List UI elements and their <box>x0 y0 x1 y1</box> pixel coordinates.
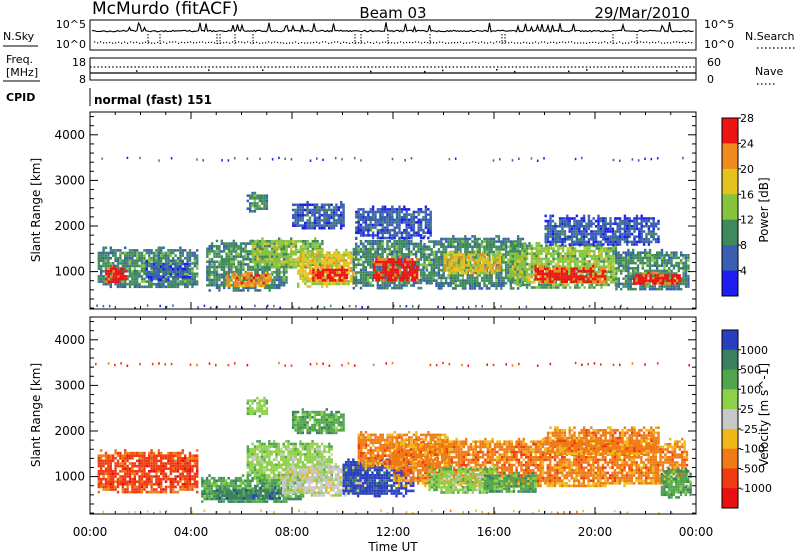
data-region <box>444 251 502 274</box>
time-tick-label: 00:00 <box>679 525 714 539</box>
noise-right-tick-top: 10^5 <box>704 18 734 31</box>
colorbar-segment <box>722 449 738 469</box>
power-data <box>96 157 689 310</box>
colorbar-segment <box>722 169 738 195</box>
freq-label-line2: [MHz] <box>6 66 38 79</box>
noise-sky-trace <box>92 22 694 32</box>
colorbar-segment <box>722 220 738 246</box>
power-panel: 1000 2000 3000 4000 <box>54 112 696 310</box>
y-tick-label: 1000 <box>54 265 85 279</box>
colorbar-tick-label: 25 <box>740 403 754 416</box>
freq-marks <box>136 69 678 72</box>
range-streak <box>95 362 690 367</box>
colorbar-segment <box>722 245 738 271</box>
noise-left-tick-bottom: 10^0 <box>56 38 86 51</box>
colorbar-segment <box>722 350 738 370</box>
y-tick-label: 2000 <box>54 219 85 233</box>
velocity-colorbar-label: Velocity [m s^-1] <box>757 363 771 467</box>
cpid-text: normal (fast) 151 <box>94 93 212 107</box>
data-region <box>545 215 660 246</box>
time-tick-label: 20:00 <box>578 525 613 539</box>
nave-right-tick-bottom: 0 <box>707 73 714 86</box>
colorbar-segment <box>722 330 738 350</box>
freq-left-tick-top: 18 <box>72 56 86 69</box>
time-axis-title: Time UT <box>367 540 418 554</box>
data-region <box>545 426 660 455</box>
y-tick-label: 1000 <box>54 470 85 484</box>
power-colorbar-label: Power [dB] <box>757 177 771 242</box>
colorbar-segment <box>722 271 738 297</box>
colorbar-tick-label: 24 <box>740 137 754 150</box>
beam-title: Beam 03 <box>359 4 426 22</box>
colorbar-tick-label: -25 <box>740 423 758 436</box>
power-colorbar: 4 8 12 16 20 24 28 <box>722 112 754 297</box>
colorbar-segment <box>722 194 738 220</box>
data-region <box>355 206 432 240</box>
time-tick-label: 16:00 <box>477 525 512 539</box>
colorbar-tick-label: 1000 <box>740 344 768 357</box>
power-ylabel: Slant Range [km] <box>29 158 43 262</box>
time-tick-label: 00:00 <box>73 525 108 539</box>
y-tick-label: 2000 <box>54 424 85 438</box>
noise-search-trace <box>94 34 692 44</box>
nave-right-tick-top: 60 <box>707 56 721 69</box>
noise-right-tick-bottom: 10^0 <box>704 38 734 51</box>
freq-left-tick-bottom: 8 <box>79 73 86 86</box>
colorbar-tick-label: 16 <box>740 188 754 201</box>
data-region <box>98 449 199 493</box>
time-tick-label: 08:00 <box>275 525 310 539</box>
noise-left-label: N.Sky <box>3 30 35 43</box>
colorbar-tick-label: 20 <box>740 163 754 176</box>
colorbar-tick-label: 8 <box>740 239 747 252</box>
noise-right-label: N.Search <box>745 30 795 43</box>
time-axis: 00:00 04:00 08:00 12:00 16:00 20:00 00:00 <box>73 525 714 539</box>
y-tick-label: 3000 <box>54 378 85 392</box>
noise-left-tick-top: 10^5 <box>56 18 86 31</box>
velocity-data <box>95 362 692 515</box>
velocity-panel: 1000 2000 3000 4000 <box>54 317 696 515</box>
data-region <box>247 192 269 213</box>
colorbar-segment <box>722 118 738 144</box>
colorbar-segment <box>722 488 738 508</box>
data-region <box>661 468 692 499</box>
colorbar-segment <box>722 143 738 169</box>
data-region <box>292 201 345 230</box>
freq-panel <box>90 58 696 80</box>
y-tick-label: 3000 <box>54 173 85 187</box>
colorbar-tick-label: -1000 <box>740 482 772 495</box>
nave-label: Nave <box>755 65 783 78</box>
data-region <box>247 397 269 418</box>
time-tick-label: 12:00 <box>376 525 411 539</box>
date-title: 29/Mar/2010 <box>594 4 690 22</box>
data-region <box>105 265 127 283</box>
data-region <box>292 408 345 434</box>
colorbar-tick-label: 12 <box>740 214 754 227</box>
colorbar-segment <box>722 409 738 429</box>
time-tick-label: 04:00 <box>174 525 209 539</box>
colorbar-tick-label: 4 <box>740 265 747 278</box>
y-tick-label: 4000 <box>54 128 85 142</box>
colorbar-segment <box>722 429 738 449</box>
data-region <box>358 431 449 470</box>
colorbar-segment <box>722 468 738 488</box>
velocity-ylabel: Slant Range [km] <box>29 363 43 467</box>
colorbar-tick-label: 28 <box>740 112 754 125</box>
cpid-label: CPID <box>6 91 35 104</box>
colorbar-segment <box>722 389 738 409</box>
range-streak <box>101 157 683 162</box>
freq-label-line1: Freq. <box>6 53 33 66</box>
y-tick-label: 4000 <box>54 333 85 347</box>
noise-panel <box>90 20 696 50</box>
colorbar-segment <box>722 370 738 390</box>
station-title: McMurdo (fitACF) <box>92 0 238 19</box>
